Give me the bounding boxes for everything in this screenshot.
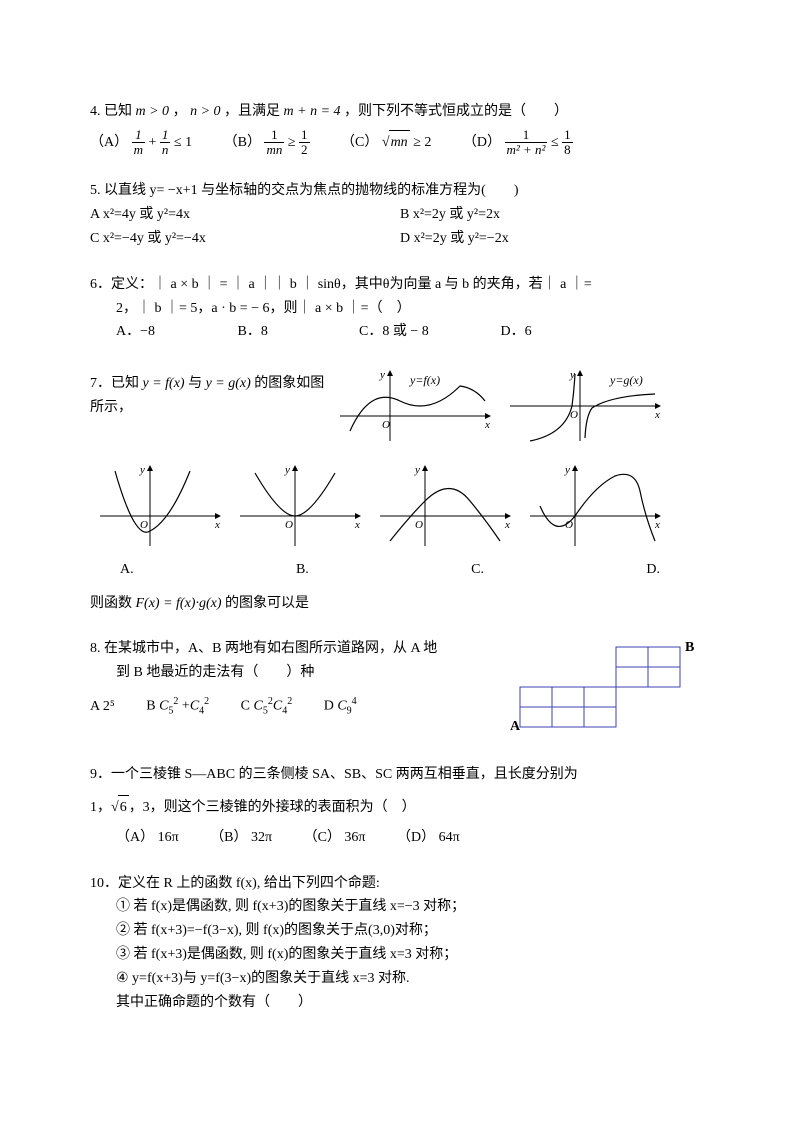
q4-option-a: （A） 1m + 1n ≤ 1 xyxy=(90,128,192,158)
q8-option-a: A 2⁵ xyxy=(90,695,115,719)
q10-head: 10．定义在 R 上的函数 f(x), 给出下列四个命题: xyxy=(90,872,710,896)
q9-option-a: （A） 16π xyxy=(116,826,179,850)
svg-text:O: O xyxy=(382,419,390,431)
q5-text: 5. 以直线 y= −x+1 与坐标轴的交点为焦点的抛物线的标准方程为( ) xyxy=(90,179,710,203)
q4-text: 4. 已知 xyxy=(90,104,132,119)
svg-text:x: x xyxy=(484,419,490,431)
svg-text:y=g(x): y=g(x) xyxy=(609,373,643,387)
q8-line1: 8. 在某城市中，A、B 两地有如右图所示道路网，从 A 地 xyxy=(90,637,500,661)
q6-option-d: D．6 xyxy=(501,320,532,344)
svg-text:y: y xyxy=(569,369,575,381)
svg-text:x: x xyxy=(354,519,360,531)
question-10: 10．定义在 R 上的函数 f(x), 给出下列四个命题: ① 若 f(x)是偶… xyxy=(90,872,710,1015)
svg-text:y=f(x): y=f(x) xyxy=(409,373,440,387)
question-6: 6．定义：｜ a × b ｜ = ｜ a ｜｜ b ｜ sinθ，其中θ为向量 … xyxy=(90,273,710,344)
svg-text:O: O xyxy=(565,519,573,531)
q6-option-a: A．−8 xyxy=(116,320,206,344)
q7-graph-g: x y y=g(x) O xyxy=(500,366,670,455)
question-4: 4. 已知 m > 0 ， n > 0 ，且满足 m + n = 4 ，则下列不… xyxy=(90,100,710,157)
svg-text:y: y xyxy=(379,369,385,381)
q7-option-graph-b: x y O xyxy=(230,461,370,560)
q8-option-d: D C94 xyxy=(324,693,357,719)
svg-text:y: y xyxy=(284,464,290,476)
svg-text:O: O xyxy=(570,409,578,421)
q6-line1: 6．定义：｜ a × b ｜ = ｜ a ｜｜ b ｜ sinθ，其中θ为向量 … xyxy=(90,273,710,297)
svg-text:x: x xyxy=(504,519,510,531)
q9-line1: 9．一个三棱锥 S—ABC 的三条侧棱 SA、SB、SC 两两互相垂直，且长度分… xyxy=(90,763,710,787)
q7-label-b: B. xyxy=(296,558,309,582)
q8-line2: 到 B 地最近的走法有（ ）种 xyxy=(90,661,500,685)
q10-p3: ③ 若 f(x+3)是偶函数, 则 f(x)的图象关于直线 x=3 对称； xyxy=(90,943,710,967)
q6-option-c: C．8 或 − 8 xyxy=(359,320,469,344)
q4-option-c: （C） √mn ≥ 2 xyxy=(341,130,431,155)
question-8: 8. 在某城市中，A、B 两地有如右图所示道路网，从 A 地 到 B 地最近的走… xyxy=(90,637,710,741)
q7-label-d: D. xyxy=(646,558,660,582)
svg-text:x: x xyxy=(654,519,660,531)
q5-option-b: B x²=2y 或 y²=2x xyxy=(400,203,500,227)
q8-option-c: C C52C42 xyxy=(241,693,293,719)
svg-text:O: O xyxy=(285,519,293,531)
q9-option-d: （D） 64π xyxy=(397,826,460,850)
q4-cond3: m + n = 4 xyxy=(284,104,341,119)
svg-text:A: A xyxy=(510,719,521,732)
q10-p4: ④ y=f(x+3)与 y=f(3−x)的图象关于直线 x=3 对称. xyxy=(90,967,710,991)
q4-option-d: （D） 1m² + n² ≤ 18 xyxy=(463,128,573,158)
q7-label-a: A. xyxy=(120,558,134,582)
q10-tail: 其中正确命题的个数有（ ） xyxy=(90,991,710,1015)
q9-option-c: （C） 36π xyxy=(304,826,366,850)
q7-option-graph-d: x y O xyxy=(520,461,670,560)
question-9: 9．一个三棱锥 S—ABC 的三条侧棱 SA、SB、SC 两两互相垂直，且长度分… xyxy=(90,763,710,849)
q10-p1: ① 若 f(x)是偶函数, 则 f(x+3)的图象关于直线 x=−3 对称； xyxy=(90,895,710,919)
q5-option-c: C x²=−4y 或 y²=−4x xyxy=(90,227,400,251)
q4-cond1: m > 0 xyxy=(136,104,170,119)
q7-option-graph-a: x y O xyxy=(90,461,230,560)
svg-text:x: x xyxy=(214,519,220,531)
question-7: 7．已知 y = f(x) 与 y = g(x) 的图象如图所示， x y y=… xyxy=(90,366,710,615)
svg-text:x: x xyxy=(654,409,660,421)
q4-cond2: n > 0 xyxy=(190,104,220,119)
svg-text:B: B xyxy=(685,640,694,655)
svg-text:O: O xyxy=(140,519,148,531)
svg-text:y: y xyxy=(139,464,145,476)
q7-graph-f: x y y=f(x) O xyxy=(330,366,500,455)
q8-option-b: B C52 +C42 xyxy=(146,693,209,719)
q6-option-b: B．8 xyxy=(238,320,328,344)
svg-text:O: O xyxy=(415,519,423,531)
q8-road-grid: A B xyxy=(510,637,710,741)
q7-label-c: C. xyxy=(471,558,484,582)
q5-option-d: D x²=2y 或 y²=−2x xyxy=(400,227,509,251)
q10-p2: ② 若 f(x+3)=−f(3−x), 则 f(x)的图象关于点(3,0)对称； xyxy=(90,919,710,943)
svg-text:y: y xyxy=(564,464,570,476)
svg-text:y: y xyxy=(414,464,420,476)
q7-option-graph-c: x y O xyxy=(370,461,520,560)
q9-option-b: （B） 32π xyxy=(210,826,272,850)
q5-option-a: A x²=4y 或 y²=4x xyxy=(90,203,400,227)
q4-option-b: （B） 1mn ≥ 12 xyxy=(224,128,310,158)
q6-line2: 2，｜ b ｜= 5，a · b = − 6，则｜ a × b ｜=（ ） xyxy=(90,297,710,321)
question-5: 5. 以直线 y= −x+1 与坐标轴的交点为焦点的抛物线的标准方程为( ) A… xyxy=(90,179,710,250)
